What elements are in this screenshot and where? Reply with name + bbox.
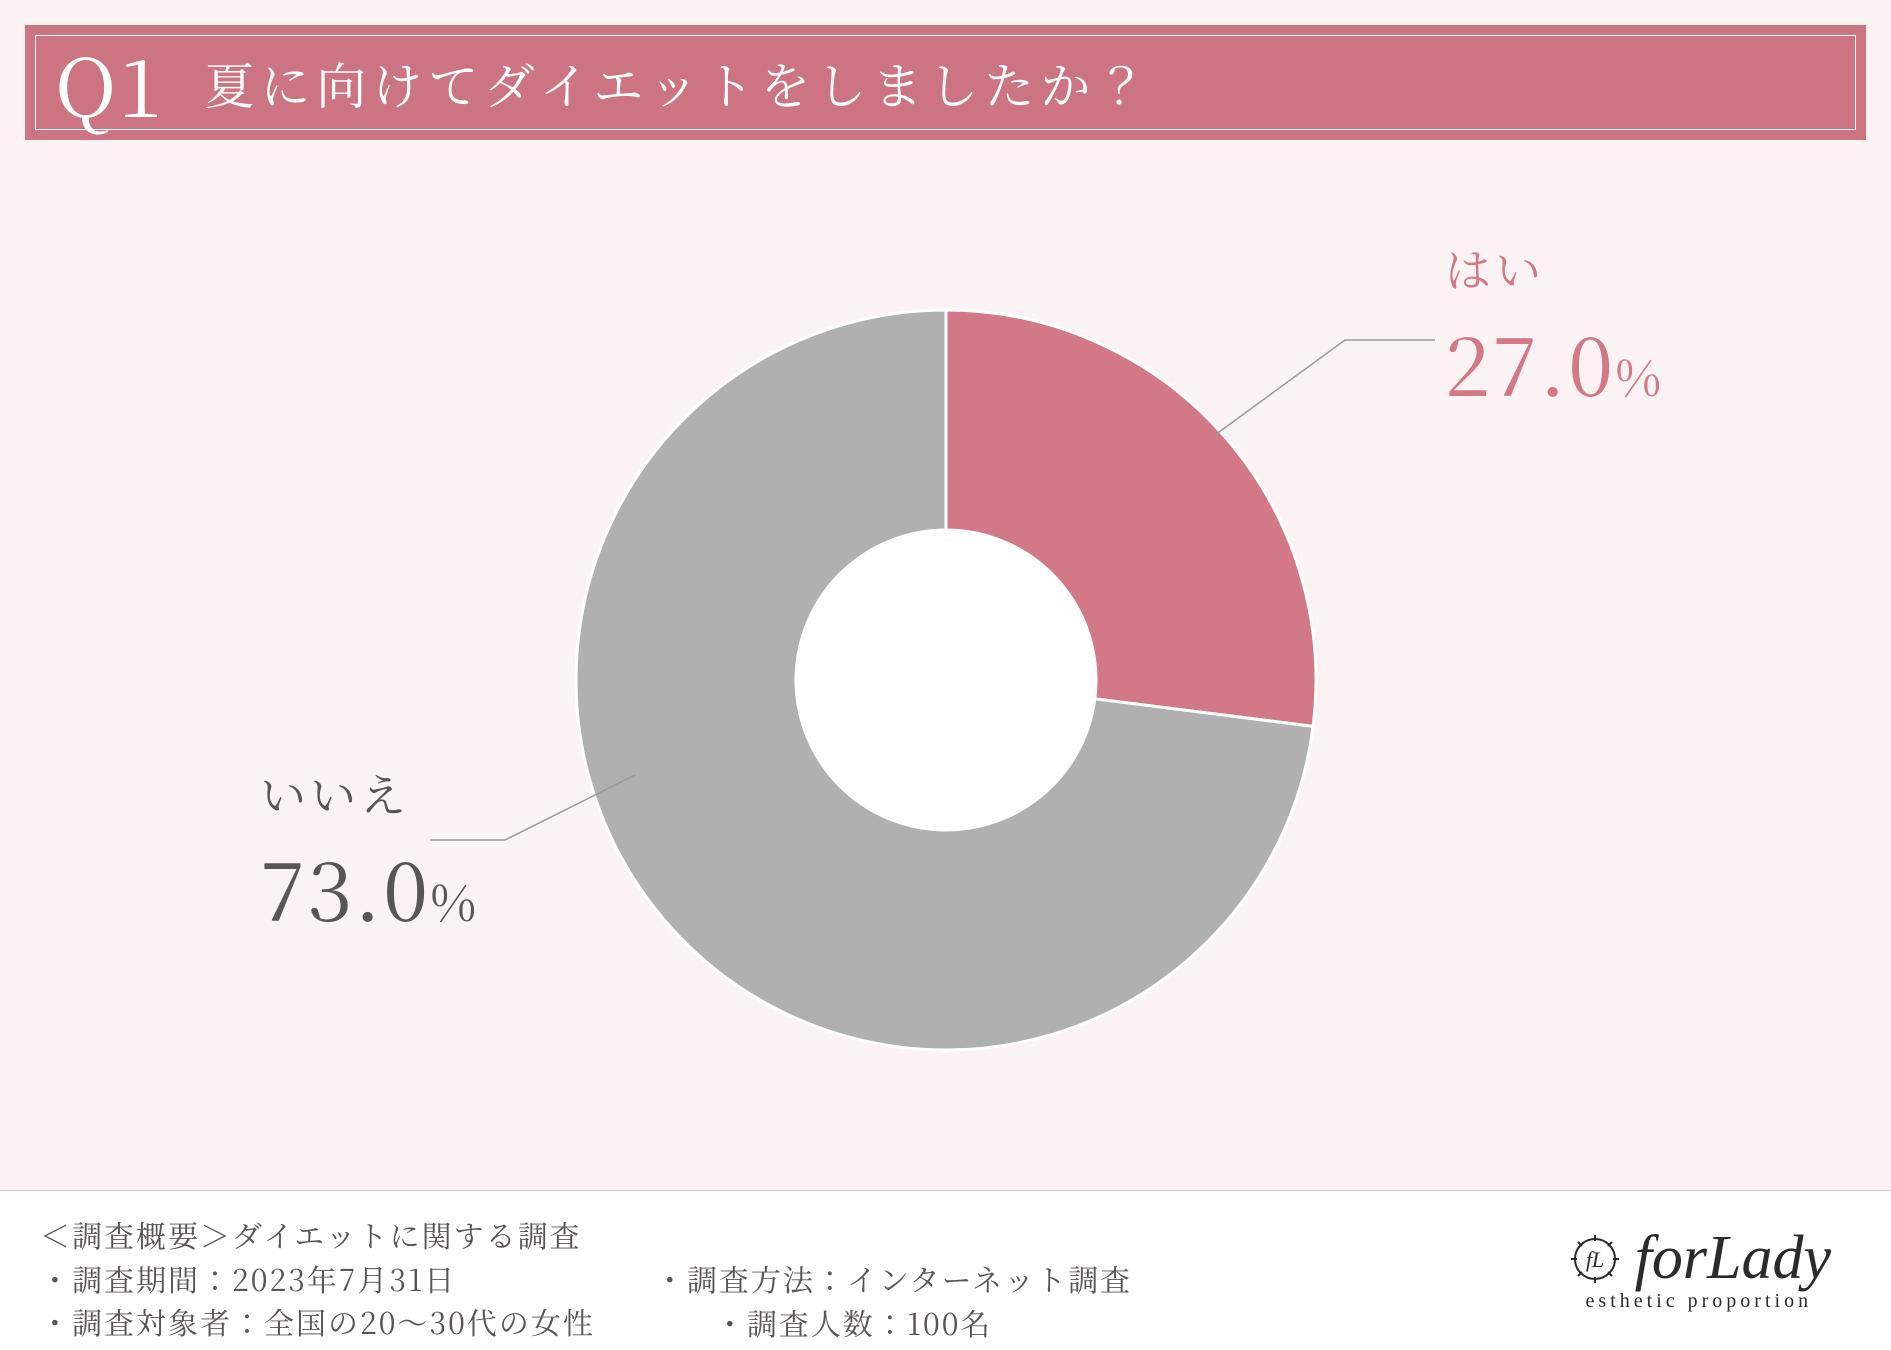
question-text: 夏に向けてダイエットをしましたか？ xyxy=(204,47,1152,119)
survey-summary: ＜調査概要＞ダイエットに関する調査 ・調査期間：2023年7月31日 ・調査対象… xyxy=(40,1213,1132,1350)
logo-badge-icon: fL xyxy=(1567,1231,1623,1287)
slice-name-no: いいえ xyxy=(260,760,478,826)
footer: ＜調査概要＞ダイエットに関する調査 ・調査期間：2023年7月31日 ・調査対象… xyxy=(0,1190,1891,1350)
donut-chart xyxy=(574,308,1318,1052)
question-header: Q1 夏に向けてダイエットをしましたか？ xyxy=(25,25,1866,140)
percent-sign: % xyxy=(1615,339,1663,411)
chart-area: はい 27.0% いいえ 73.0% xyxy=(0,180,1891,1180)
survey-count: ・調査人数：100名 xyxy=(655,1301,1132,1345)
survey-period: ・調査期間：2023年7月31日 xyxy=(40,1257,595,1301)
survey-title: ＜調査概要＞ダイエットに関する調査 xyxy=(40,1213,595,1257)
slice-label-yes: はい 27.0% xyxy=(1445,235,1663,420)
slice-name-yes: はい xyxy=(1445,235,1663,301)
brand-logo: fL forLady esthetic proportion xyxy=(1567,1213,1851,1350)
slice-value-no: 73.0% xyxy=(260,828,478,945)
survey-target: ・調査対象者：全国の20〜30代の女性 xyxy=(40,1300,595,1344)
logo-tagline: esthetic proportion xyxy=(1586,1290,1813,1313)
slice-value-yes: 27.0% xyxy=(1445,303,1663,420)
question-number: Q1 xyxy=(55,25,164,140)
percent-sign: % xyxy=(430,864,478,936)
survey-method: ・調査方法：インターネット調査 xyxy=(655,1257,1132,1301)
slice-label-no: いいえ 73.0% xyxy=(260,760,478,945)
logo-brand-text: forLady xyxy=(1635,1223,1831,1294)
svg-text:fL: fL xyxy=(1585,1247,1603,1272)
